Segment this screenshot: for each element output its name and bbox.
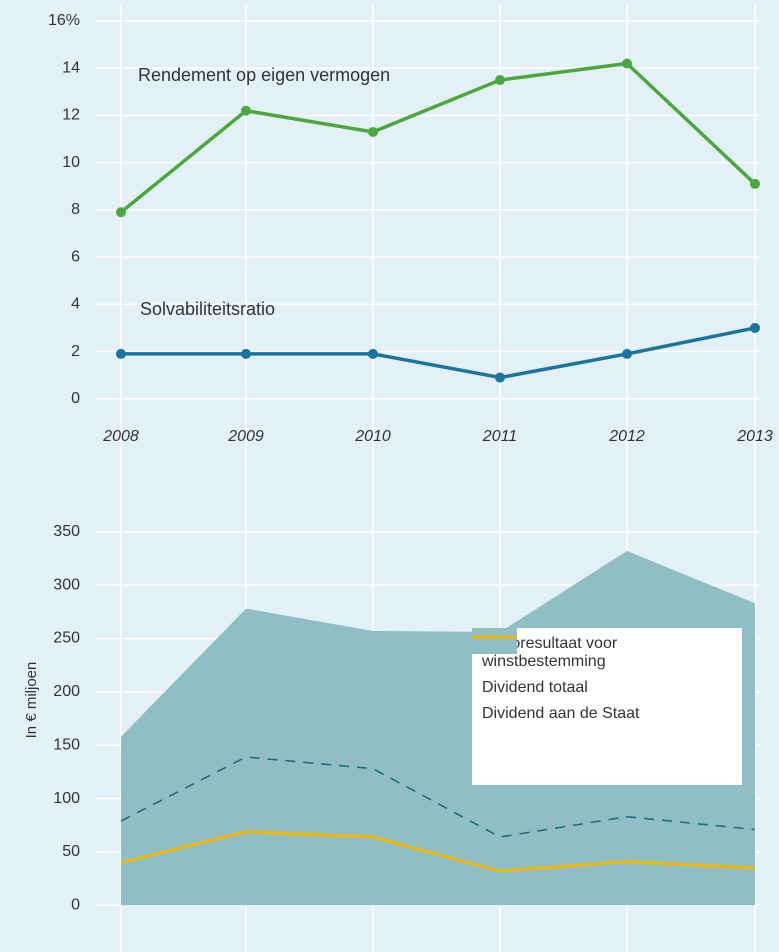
y-axis-label: In € miljoen	[23, 662, 40, 739]
point	[116, 348, 126, 359]
point	[495, 372, 505, 383]
y-tick-label: 350	[53, 523, 80, 540]
legend-label: Dividend totaal	[482, 679, 588, 696]
y-tick-label: 10	[62, 154, 80, 171]
y-tick-label: 2	[71, 343, 80, 360]
legend-entry: Dividend totaal	[472, 636, 732, 697]
legend: Nettoresultaat voor winstbestemming Divid…	[472, 628, 742, 785]
x-tick-label: 2009	[227, 428, 264, 445]
point	[750, 178, 760, 189]
point	[241, 348, 251, 359]
y-tick-label: 200	[53, 683, 80, 700]
series-line	[120, 830, 756, 873]
y-tick-label: 6	[71, 248, 80, 265]
series-label: Rendement op eigen vermogen	[138, 65, 390, 85]
legend-swatch	[472, 628, 517, 654]
y-tick-label: 0	[71, 897, 80, 914]
swatch	[472, 628, 517, 654]
y-tick-label: 250	[53, 630, 80, 647]
x-tick-label: 2010	[354, 428, 391, 445]
x-tick-label: 2013	[736, 428, 773, 445]
point	[116, 207, 126, 218]
y-tick-label: 0	[71, 390, 80, 407]
legend-entry: Dividend aan de Staat	[472, 635, 732, 723]
y-tick-label: 100	[53, 790, 80, 807]
y-tick-label: 14	[62, 59, 80, 76]
series-label: Solvabiliteitsratio	[140, 299, 275, 319]
x-tick-label: 2011	[482, 428, 517, 445]
point	[495, 75, 505, 86]
series-line	[120, 756, 756, 838]
point	[622, 348, 632, 359]
y-tick-label: 300	[53, 576, 80, 593]
y-tick-label: 16%	[48, 12, 80, 29]
legend-swatch	[472, 635, 517, 639]
point	[622, 58, 632, 69]
point	[368, 126, 378, 137]
y-tick-label: 4	[71, 296, 80, 313]
y-tick-label: 50	[62, 843, 80, 860]
y-tick-label: 8	[71, 201, 80, 218]
x-tick-label: 2012	[608, 428, 645, 445]
legend-label: Dividend aan de Staat	[482, 705, 640, 722]
point	[750, 322, 760, 333]
y-tick-label: 12	[62, 107, 80, 124]
x-tick-label: 2008	[102, 428, 139, 445]
y-tick-label: 150	[53, 736, 80, 753]
point	[368, 348, 378, 359]
series-line	[119, 61, 757, 214]
point	[241, 105, 251, 116]
series-line	[121, 326, 756, 380]
legend-entry: Nettoresultaat voor winstbestemming	[472, 628, 732, 671]
